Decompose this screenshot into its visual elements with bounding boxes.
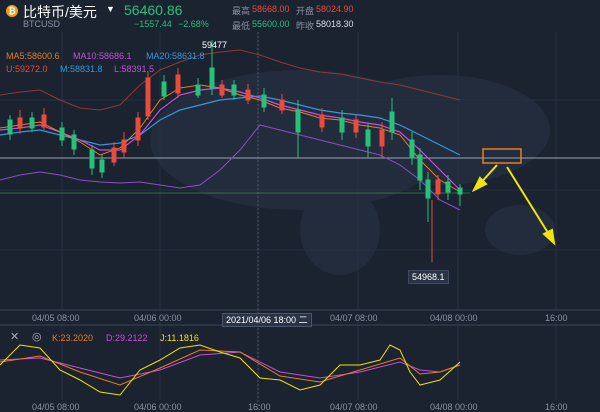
boll-upper-line: [0, 49, 461, 111]
kdj-x-tick: 04/08 00:00: [430, 402, 478, 412]
kdj-x-tick: 16:00: [248, 402, 271, 412]
kdj-k-value: K:23.2020: [52, 333, 94, 343]
kdj-j-value: J:11.1816: [160, 333, 199, 343]
prev-close-value: 58018.30: [316, 19, 354, 29]
symbol-code: BTCUSD: [23, 19, 61, 29]
x-tick: 04/08 00:00: [430, 313, 478, 323]
annotation-arrows[interactable]: [471, 164, 556, 246]
last-price: 56460.86: [124, 2, 183, 18]
x-tick: 04/06 00:00: [134, 313, 182, 323]
bitcoin-icon: ₿: [6, 5, 18, 17]
crosshair-time-label: 2021/04/06 18:00 二: [222, 313, 312, 327]
ma10-label: MA10:58686.1: [73, 51, 132, 61]
low-label: 最低: [232, 21, 251, 31]
close-icon[interactable]: ✕: [10, 331, 20, 343]
high-label: 最高: [232, 6, 251, 16]
x-tick: 16:00: [545, 313, 568, 323]
ma5-line: [0, 84, 461, 193]
price-change-pct: −2.68%: [178, 19, 209, 29]
candles: [7, 40, 463, 262]
annotation-rectangle[interactable]: [482, 148, 522, 164]
pair-name[interactable]: 比特币/美元: [23, 4, 97, 20]
kdj-j-line: [0, 344, 461, 396]
boll-upper-label: U:59272.0: [6, 64, 48, 74]
settings-icon[interactable]: ◎: [32, 331, 42, 343]
price-change: −1557.44: [134, 19, 172, 29]
price-header: ₿ 比特币/美元 ▼ BTCUSD 56460.86 −1557.44 −2.6…: [0, 0, 600, 32]
world-map-background: [150, 70, 555, 275]
low-price-label: 54968.1: [408, 270, 449, 284]
kdj-d-line: [0, 351, 461, 379]
chevron-down-icon[interactable]: ▼: [106, 4, 115, 14]
high-value: 58668.00: [252, 4, 290, 14]
kdj-x-tick: 04/07 08:00: [330, 402, 378, 412]
kdj-x-tick: 16:00: [545, 402, 568, 412]
open-label: 开盘: [296, 6, 315, 16]
ma5-label: MA5:58600.6: [6, 51, 60, 61]
kdj-x-tick: 04/05 08:00: [32, 402, 80, 412]
boll-lower-label: L:58391.5: [114, 64, 155, 74]
ma20-label: MA20:58631.8: [146, 51, 205, 61]
kdj-x-tick: 04/06 00:00: [134, 402, 182, 412]
low-value: 55600.00: [252, 19, 290, 29]
x-tick: 04/07 08:00: [330, 313, 378, 323]
kdj-d-value: D:29.2122: [106, 333, 148, 343]
boll-lower-line: [0, 124, 461, 211]
boll-mid-label: M:58831.8: [60, 64, 103, 74]
ma10-line: [0, 87, 461, 191]
prev-close-label: 昨收: [296, 21, 315, 31]
grid-lines: [0, 32, 600, 400]
open-value: 58024.90: [316, 4, 354, 14]
peak-price-label: 59477: [202, 40, 228, 50]
x-tick: 04/05 08:00: [32, 313, 80, 323]
kdj-k-line: [0, 349, 461, 386]
